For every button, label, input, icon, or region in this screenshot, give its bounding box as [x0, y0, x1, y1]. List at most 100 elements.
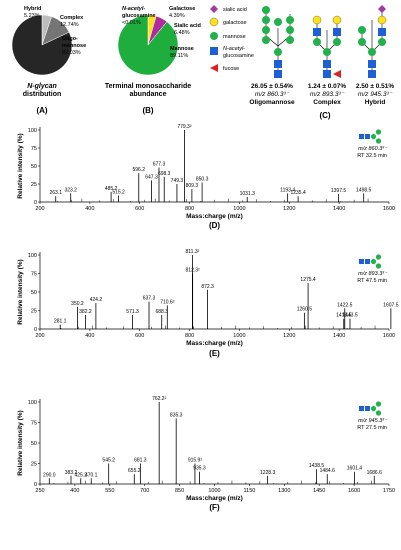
pie-b-label-mannose: Mannose: [170, 46, 194, 52]
y-tick-label-f: 25: [31, 462, 37, 468]
y-tick-label-d: 75: [31, 146, 37, 152]
x-tick-label-d: 400: [85, 206, 94, 212]
precursor-label-d: m/z 860.3³⁻: [358, 146, 388, 152]
sialic-acid-icon: [210, 5, 218, 13]
peak-label-f-5: 655.2: [128, 468, 141, 474]
peak-label-d-2: 485.2: [105, 186, 118, 192]
mannose-icon: [210, 32, 218, 40]
peak-label-f-0: 290.0: [43, 472, 56, 478]
peak-label-f-8: 835.3: [170, 412, 183, 418]
mannose-icon: [370, 258, 377, 265]
panel-label-d: (D): [209, 221, 220, 230]
peak-label-d-9: 779.3²: [177, 124, 192, 130]
y-tick-label-d: 50: [31, 164, 37, 170]
spectrum-d: 0 25 50 75 100 200 400 600 800 1000 1200 1400 1600 Re…: [17, 124, 395, 230]
panel-label-b: (B): [142, 106, 153, 115]
peak-label-d-4: 596.2: [133, 167, 146, 173]
mannose-icon: [375, 254, 382, 260]
pie-a-label-hybrid: Hybrid: [24, 6, 41, 12]
peak-label-e-13: 1418.5: [336, 313, 352, 319]
galactose-icon: [209, 17, 219, 27]
legend-galactose-label: galactose: [223, 20, 247, 26]
x-tick-label-f: 1600: [348, 488, 360, 494]
y-tick-label-d: 100: [28, 128, 37, 134]
y-tick-label-e: 50: [31, 290, 37, 296]
mannose-icon: [375, 129, 382, 135]
x-tick-label-f: 550: [105, 488, 114, 494]
rt-label-f: RT 27.5 min: [357, 425, 387, 431]
pie-chart-b: [117, 14, 179, 76]
panel-label-a: (A): [36, 106, 47, 115]
oligomannose-pct: 26.05 ± 0.54%: [251, 83, 293, 90]
pie-a-slice-2: [11, 14, 73, 76]
y-tick-label-d: 0: [34, 200, 37, 206]
glcnac-icon: [359, 406, 364, 411]
x-tick-label-f: 700: [140, 488, 149, 494]
pie-a-pct-hybrid: 5.23%: [24, 13, 40, 19]
mannose-icon: [375, 263, 382, 269]
pie-b-pct-mannose: 89.11%: [170, 53, 188, 59]
glycan-legend: sialic acid galactose mannose N-acetyl- …: [209, 5, 254, 72]
peak-label-d-14: 1235.4: [290, 190, 306, 196]
peak-label-d-3: 515.2: [112, 190, 125, 196]
peak-label-d-1: 323.2: [64, 187, 77, 193]
x-tick-label-d: 600: [135, 206, 144, 212]
mannose-icon: [375, 410, 382, 416]
peak-label-d-11: 850.3: [196, 177, 209, 183]
hybrid-pct: 2.50 ± 0.51%: [356, 83, 394, 90]
spectrum-e: 0 25 50 75 100 200 400 600 800 1000 1200 1400 1600 Re…: [17, 249, 399, 358]
y-tick-label-e: 25: [31, 309, 37, 315]
pie-a-label-complex: Complex: [60, 15, 84, 21]
x-tick-label-f: 850: [175, 488, 184, 494]
rt-label-e: RT 47.5 min: [357, 278, 387, 284]
pie-b-pct-glcnac: <0.01%: [122, 20, 141, 26]
mannose-icon: [370, 133, 377, 140]
legend-glcnac-label-2: glucosamine: [223, 53, 254, 59]
panel-label-e: (E): [209, 349, 220, 358]
peak-label-f-12: 1438.5: [309, 463, 325, 469]
y-axis-label-e: Relative intensity (%): [17, 259, 24, 324]
peak-label-e-11: 1260.5: [297, 307, 313, 313]
glcnac-icon: [365, 406, 370, 411]
peak-label-f-4: 545.2: [102, 458, 115, 464]
y-axis-label-f: Relative intensity (%): [17, 410, 24, 475]
complex-mz: m/z 893.3³⁻: [310, 91, 345, 98]
hybrid-name: Hybrid: [365, 99, 386, 106]
pie-chart-a: [11, 14, 73, 76]
peak-label-e-0: 281.1: [54, 319, 67, 325]
panel-label-c: (C): [319, 111, 330, 120]
pie-b-slice-3: [117, 14, 179, 76]
x-tick-label-e: 600: [135, 333, 144, 339]
mannose-icon: [375, 401, 382, 407]
pie-b-label-galactose: Galactose: [169, 6, 195, 12]
complex-structure-icon: [312, 15, 342, 78]
pie-b-pct-galactose: 4.39%: [169, 13, 185, 19]
pie-b-caption-2: abundance: [130, 91, 167, 98]
hybrid-mz: m/z 945.3³⁻: [358, 91, 393, 98]
peak-label-e-7: 710.6²: [160, 299, 175, 305]
pie-a-pct-complex: 12.74%: [60, 22, 79, 28]
y-tick-label-f: 50: [31, 441, 37, 447]
x-tick-label-e: 1000: [233, 333, 245, 339]
peak-label-d-6: 677.3: [153, 161, 166, 167]
x-tick-label-e: 1600: [383, 333, 395, 339]
oligomannose-name: Oligomannose: [249, 99, 295, 106]
peak-label-f-11: 1228.3: [260, 470, 276, 476]
x-tick-label-f: 400: [70, 488, 79, 494]
peak-label-e-5: 637.3: [143, 296, 156, 302]
x-tick-label-e: 1200: [283, 333, 295, 339]
peak-label-e-9: 812.3²: [186, 268, 201, 274]
pie-a-label-oligo-2: mannose: [62, 43, 86, 49]
y-tick-label-e: 0: [34, 327, 37, 333]
legend-fucose-label: fucose: [223, 66, 239, 72]
x-tick-label-f: 1150: [243, 488, 255, 494]
x-tick-label-e: 400: [85, 333, 94, 339]
peak-label-f-1: 383.2: [65, 470, 78, 476]
peak-label-d-15: 1397.5: [331, 188, 347, 194]
peak-label-f-7: 762.2²: [152, 396, 167, 402]
x-tick-label-f: 1750: [383, 488, 395, 494]
panel-c-stats: 26.05 ± 0.54% m/z 860.3³⁻ Oligomannose 1…: [249, 83, 394, 120]
peak-label-f-10: 935.3: [193, 466, 206, 472]
x-tick-label-f: 250: [35, 488, 44, 494]
